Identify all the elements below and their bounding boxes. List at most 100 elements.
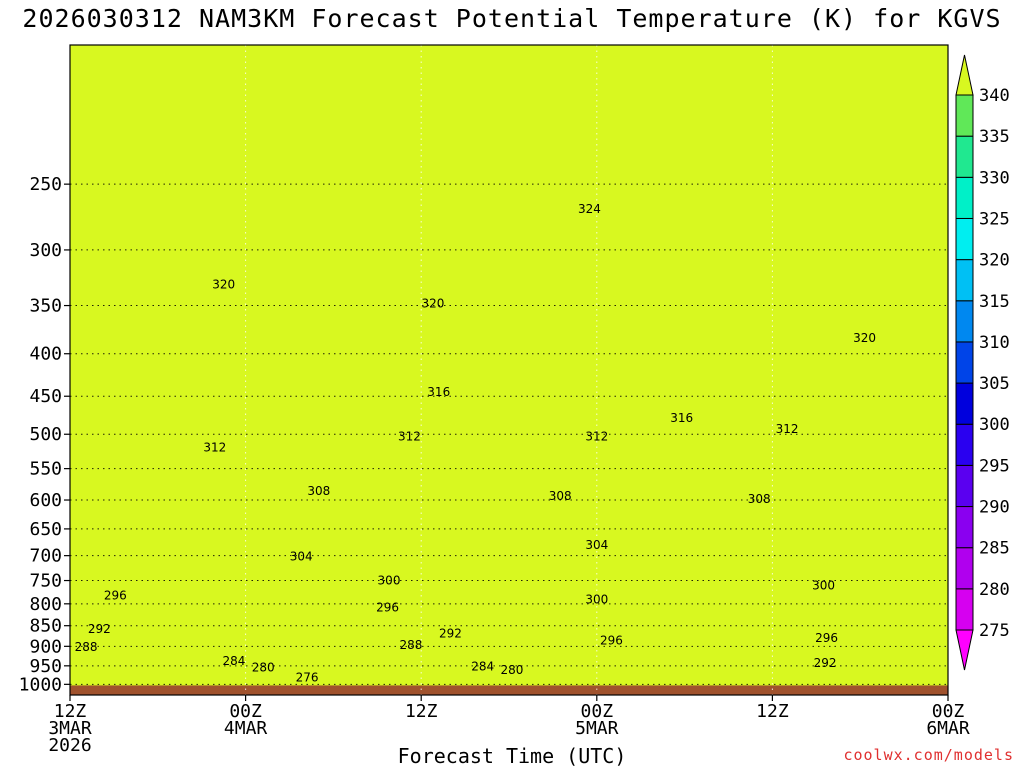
y-tick-label: 700 <box>29 546 62 567</box>
colorbar-label: 320 <box>979 251 1010 271</box>
colorbar-bin <box>955 300 974 343</box>
theta-band-cell <box>934 45 941 695</box>
theta-band-cell <box>142 45 149 695</box>
theta-band-cell <box>214 45 221 695</box>
theta-band-cell <box>556 45 563 695</box>
theta-band-cell <box>490 45 497 695</box>
theta-band-cell <box>382 45 389 695</box>
theta-band-cell <box>118 45 125 695</box>
theta-band-cell <box>262 45 269 695</box>
theta-band-cell <box>922 45 929 695</box>
theta-band-cell <box>892 45 899 695</box>
theta-band-cell <box>472 45 479 695</box>
theta-band-cell <box>304 45 311 695</box>
contour-label: 288 <box>400 638 423 652</box>
theta-band-cell <box>874 45 881 695</box>
theta-band-cell <box>850 45 857 695</box>
theta-band-cell <box>574 45 581 695</box>
contour-label: 296 <box>376 600 399 614</box>
theta-band-cell <box>778 45 785 695</box>
theta-band-cell <box>724 45 731 695</box>
theta-band-cell <box>706 45 713 695</box>
colorbar-label: 340 <box>979 86 1010 106</box>
contour-label: 308 <box>307 484 330 498</box>
colorbar-bin <box>955 506 974 549</box>
y-tick-label: 900 <box>29 636 62 657</box>
theta-band-cell <box>676 45 683 695</box>
theta-band-cell <box>550 45 557 695</box>
theta-band-cell <box>580 45 587 695</box>
theta-band-cell <box>880 45 887 695</box>
theta-band-cell <box>202 45 209 695</box>
theta-band-cell <box>76 45 83 695</box>
contour-label: 304 <box>585 538 608 552</box>
theta-band-cell <box>904 45 911 695</box>
contour-label: 312 <box>203 441 226 455</box>
theta-band-cell <box>640 45 647 695</box>
x-tick-label: 00Z <box>581 701 614 722</box>
theta-band-cell <box>742 45 749 695</box>
theta-band-cell <box>670 45 677 695</box>
theta-band-cell <box>868 45 875 695</box>
credit-link[interactable]: coolwx.com/models <box>843 746 1014 764</box>
theta-band-cell <box>340 45 347 695</box>
y-tick-label: 800 <box>29 594 62 615</box>
theta-band-cell <box>298 45 305 695</box>
x-tick-label: 00Z <box>932 701 965 722</box>
x-tick-label: 6MAR <box>926 718 970 739</box>
theta-band-cell <box>652 45 659 695</box>
contour-label: 292 <box>88 622 111 636</box>
theta-band-cell <box>322 45 329 695</box>
theta-band-cell <box>418 45 425 695</box>
theta-band-cell <box>112 45 119 695</box>
theta-band-cell <box>502 45 509 695</box>
theta-band-cell <box>658 45 665 695</box>
plot-frame <box>69 44 949 696</box>
y-tick-label: 950 <box>29 656 62 677</box>
y-tick-label: 650 <box>29 519 62 540</box>
theta-band-cell <box>250 45 257 695</box>
theta-band-cell <box>592 45 599 695</box>
theta-band-cell <box>154 45 161 695</box>
contour-label: 300 <box>585 592 608 606</box>
contour-label: 320 <box>212 277 235 291</box>
colorbar-min-triangle <box>955 629 974 671</box>
y-tick-label: 750 <box>29 571 62 592</box>
theta-band-cell <box>688 45 695 695</box>
theta-band-cell <box>268 45 275 695</box>
theta-band-cell <box>286 45 293 695</box>
colorbar-label: 315 <box>979 292 1010 312</box>
y-tick-label: 500 <box>29 424 62 445</box>
theta-band-cell <box>94 45 101 695</box>
colorbar-bin <box>955 176 974 219</box>
x-tick-label: 12Z <box>54 701 87 722</box>
theta-band-cell <box>436 45 443 695</box>
colorbar-label: 310 <box>979 333 1010 353</box>
theta-band-cell <box>430 45 437 695</box>
contour-label: 300 <box>812 578 835 592</box>
theta-band-cell <box>106 45 113 695</box>
theta-band-cell <box>346 45 353 695</box>
y-tick-label: 300 <box>29 240 62 261</box>
theta-band-cell <box>802 45 809 695</box>
theta-band-cell <box>352 45 359 695</box>
y-tick-label: 350 <box>29 296 62 317</box>
theta-band-cell <box>280 45 287 695</box>
colorbar-bin <box>955 217 974 261</box>
contour-label: 320 <box>853 331 876 345</box>
theta-band-cell <box>130 45 137 695</box>
colorbar-bin <box>955 464 974 508</box>
theta-band-cell <box>184 45 191 695</box>
colorbar-label: 335 <box>979 127 1010 147</box>
colorbar-bin <box>955 382 974 425</box>
theta-band-cell <box>376 45 383 695</box>
theta-band-cell <box>160 45 167 695</box>
theta-band-cell <box>88 45 95 695</box>
contour-label: 280 <box>252 661 275 675</box>
theta-band-cell <box>736 45 743 695</box>
contour-label: 296 <box>600 633 623 647</box>
colorbar-bin <box>955 94 974 137</box>
contour-label: 312 <box>398 429 421 443</box>
theta-band-cell <box>610 45 617 695</box>
